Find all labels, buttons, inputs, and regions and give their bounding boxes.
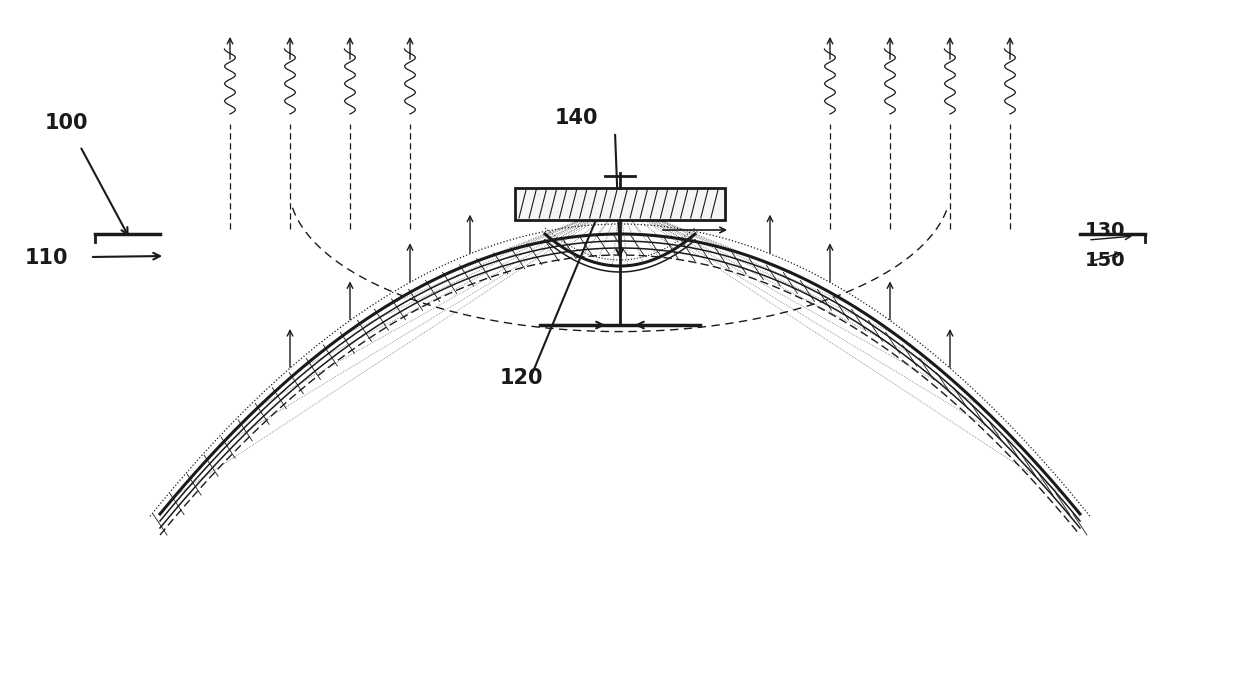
Text: 120: 120: [500, 368, 543, 388]
Bar: [515, 188, 725, 220]
Text: 100: 100: [45, 113, 88, 133]
Text: 150: 150: [1085, 251, 1126, 270]
Text: 110: 110: [25, 248, 68, 268]
Text: 130: 130: [1085, 221, 1126, 240]
Text: 140: 140: [556, 108, 599, 128]
